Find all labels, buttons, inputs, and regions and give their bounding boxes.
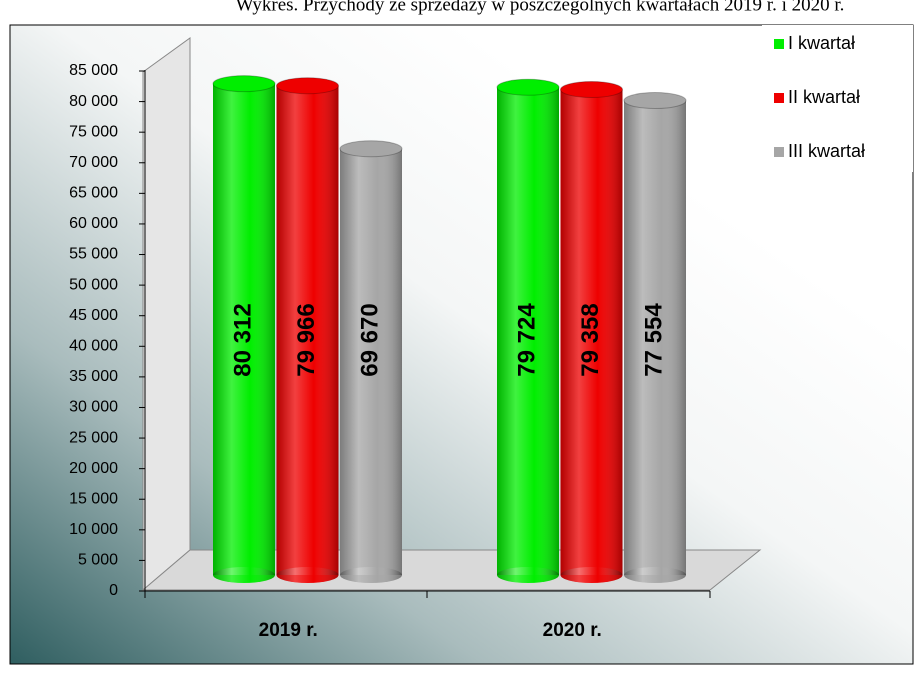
bar-bottom-shade	[276, 567, 339, 583]
y-tick-label: 25 000	[69, 429, 118, 446]
y-tick-label: 60 000	[69, 215, 118, 232]
y-tick-label: 65 000	[69, 185, 118, 202]
chart-title: Wykres. Przychody ze sprzedaży w poszcze…	[236, 0, 845, 15]
y-tick-label: 75 000	[69, 123, 118, 140]
side-wall	[142, 37, 191, 592]
y-tick-label: 45 000	[69, 307, 118, 324]
y-tick-label: 70 000	[69, 154, 118, 171]
legend-label: III kwartał	[788, 141, 865, 161]
bar-shade	[276, 85, 339, 575]
data-label: 79 966	[293, 303, 320, 376]
bar	[276, 77, 339, 583]
y-tick-label: 55 000	[69, 246, 118, 263]
data-label: 69 670	[356, 303, 383, 376]
legend-swatch	[774, 39, 784, 49]
bar	[212, 75, 276, 583]
bar	[496, 78, 560, 583]
y-tick-label: 35 000	[69, 368, 118, 385]
bar-top	[339, 140, 403, 158]
bar-bottom-shade	[213, 567, 275, 583]
legend-label: II kwartał	[788, 87, 860, 107]
y-tick-label: 15 000	[69, 490, 118, 507]
legend	[762, 25, 913, 172]
bar-bottom-shade	[497, 567, 559, 583]
bar	[560, 81, 623, 583]
x-tick-label: 2020 r.	[543, 620, 602, 641]
bar-top	[276, 77, 339, 95]
data-label: 77 554	[640, 303, 667, 377]
legend-swatch	[774, 147, 784, 157]
data-label: 80 312	[229, 303, 256, 376]
y-tick-label: 20 000	[69, 460, 118, 477]
data-label: 79 724	[513, 303, 540, 377]
y-tick-label: 85 000	[69, 62, 118, 79]
bar-top	[560, 81, 623, 99]
y-tick-label: 80 000	[69, 93, 118, 110]
y-tick-label: 0	[109, 582, 118, 599]
legend-swatch	[774, 93, 784, 103]
bar-bottom-shade	[560, 567, 623, 583]
y-tick-label: 50 000	[69, 276, 118, 293]
y-tick-label: 5 000	[78, 552, 118, 569]
bar-shade	[497, 87, 559, 575]
bar-top	[496, 78, 560, 96]
legend-label: I kwartał	[788, 33, 855, 53]
y-tick-label: 40 000	[69, 338, 118, 355]
y-tick-label: 10 000	[69, 521, 118, 538]
bar	[623, 92, 687, 583]
bar-bottom-shade	[340, 567, 402, 583]
x-tick-label: 2019 r.	[259, 620, 318, 641]
bar-shade	[213, 83, 275, 575]
bar-top	[212, 75, 276, 93]
bar	[339, 140, 403, 583]
bar-shade	[624, 100, 686, 575]
y-tick-label: 30 000	[69, 399, 118, 416]
data-label: 79 358	[577, 303, 604, 376]
bar-shade	[560, 89, 623, 576]
bar-top	[623, 92, 687, 110]
bar-bottom-shade	[624, 567, 686, 583]
bar-shade	[340, 148, 402, 576]
